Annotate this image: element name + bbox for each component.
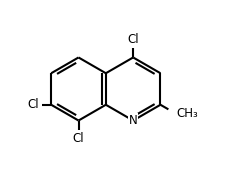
- Text: Cl: Cl: [72, 132, 84, 145]
- Text: N: N: [128, 114, 137, 127]
- Text: Cl: Cl: [28, 98, 39, 111]
- Text: CH₃: CH₃: [176, 107, 198, 120]
- Text: Cl: Cl: [127, 33, 138, 46]
